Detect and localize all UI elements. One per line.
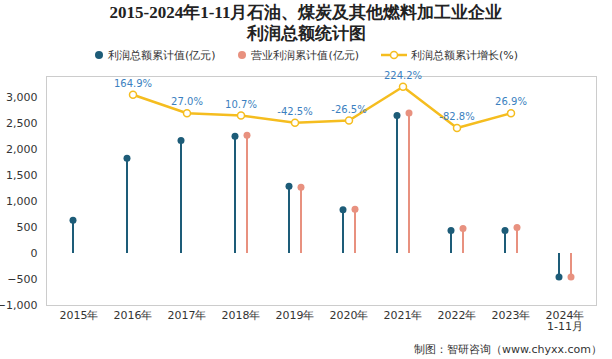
svg-text:500: 500 — [17, 221, 38, 234]
html-text:利润总额累计增长(%): 利润总额累计增长(%) — [411, 48, 519, 62]
svg-text:0: 0 — [31, 247, 38, 260]
html-text:利润总额累计值(亿元): 利润总额累计值(亿元) — [107, 48, 216, 62]
html-text:营业利润累计值(亿元): 营业利润累计值(亿元) — [251, 48, 360, 62]
svg-text:2019年: 2019年 — [276, 309, 315, 322]
svg-text:2017年: 2017年 — [168, 309, 207, 322]
svg-text:2,500: 2,500 — [6, 117, 38, 130]
svg-text:2020年: 2020年 — [330, 309, 369, 322]
svg-text:2016年: 2016年 — [114, 309, 153, 322]
svg-text:164.9%: 164.9% — [114, 78, 152, 89]
svg-text:−500: −500 — [7, 273, 37, 286]
svg-text:224.2%: 224.2% — [384, 70, 422, 81]
svg-text:2023年: 2023年 — [492, 309, 531, 322]
svg-text:1,000: 1,000 — [6, 195, 38, 208]
svg-text:10.7%: 10.7% — [225, 99, 257, 110]
svg-text:1,500: 1,500 — [6, 169, 38, 182]
svg-text:-42.5%: -42.5% — [277, 106, 312, 117]
svg-text:−1,000: −1,000 — [0, 299, 38, 312]
svg-text:2018年: 2018年 — [222, 309, 261, 322]
svg-text:2021年: 2021年 — [384, 309, 423, 322]
svg-text:-26.5%: -26.5% — [331, 104, 366, 115]
svg-text:3,000: 3,000 — [6, 91, 38, 104]
svg-text:26.9%: 26.9% — [495, 96, 527, 107]
html-text:2015-2024年1-11月石油、煤炭及其他燃料加工业企业: 2015-2024年1-11月石油、煤炭及其他燃料加工业企业 利润总额统计图 — [109, 3, 503, 43]
html-text:制图：智研咨询（www.chyxx.com）: 制图：智研咨询（www.chyxx.com） — [414, 343, 602, 356]
svg-text:-82.8%: -82.8% — [439, 111, 474, 122]
svg-text:2,000: 2,000 — [6, 143, 38, 156]
svg-text:2022年: 2022年 — [438, 309, 477, 322]
svg-text:27.0%: 27.0% — [171, 96, 203, 107]
svg-text:2024年1-11月: 2024年1-11月 — [546, 309, 585, 333]
svg-text:2015年: 2015年 — [60, 309, 99, 322]
